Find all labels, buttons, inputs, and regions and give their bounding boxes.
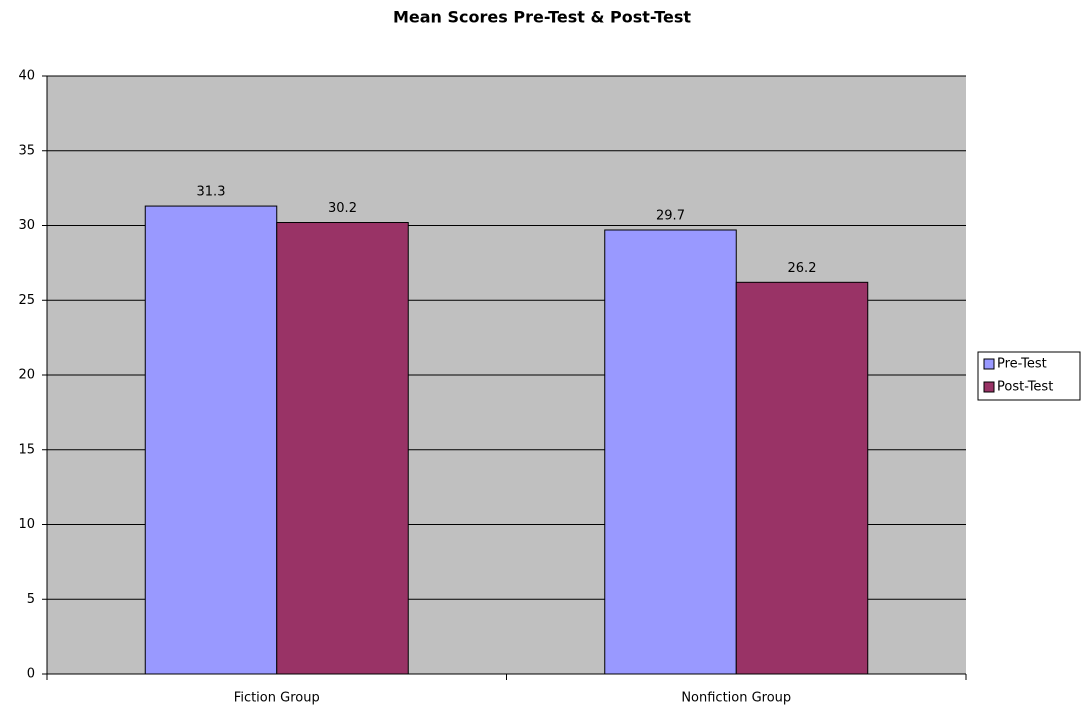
legend-label: Pre-Test (997, 357, 1047, 372)
chart-title: Mean Scores Pre-Test & Post-Test (393, 8, 691, 27)
x-tick-label: Nonfiction Group (681, 691, 791, 706)
y-tick-label: 15 (18, 442, 35, 457)
y-tick-label: 10 (18, 517, 35, 532)
legend-swatch (983, 358, 995, 370)
bar (144, 205, 278, 675)
y-tick-label: 40 (18, 69, 35, 84)
bar (735, 281, 869, 675)
bar (604, 229, 737, 675)
data-label: 29.7 (656, 208, 685, 223)
legend-label: Post-Test (997, 380, 1053, 395)
y-tick-label: 30 (18, 218, 35, 233)
y-tick-label: 0 (27, 667, 35, 682)
legend-swatch (983, 381, 995, 393)
data-label: 31.3 (197, 185, 226, 200)
y-tick-label: 25 (18, 293, 35, 308)
bar (276, 222, 409, 675)
data-label: 26.2 (788, 261, 817, 276)
y-tick-label: 20 (18, 368, 35, 383)
x-tick-label: Fiction Group (234, 691, 320, 706)
y-tick-label: 35 (18, 143, 35, 158)
y-tick-label: 5 (27, 592, 35, 607)
data-label: 30.2 (328, 201, 357, 216)
legend-box (977, 351, 1081, 401)
